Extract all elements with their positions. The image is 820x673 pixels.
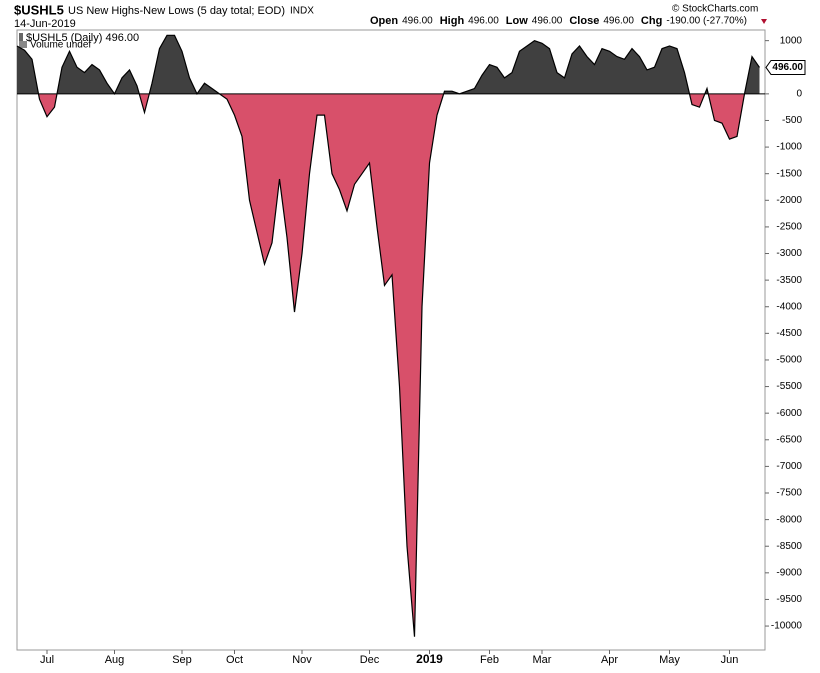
quote-value: 496.00 (468, 16, 499, 27)
quote-label: Close (569, 15, 599, 27)
y-tick-label: -1500 (776, 168, 802, 179)
date: 14-Jun-2019 (14, 18, 76, 30)
quote-label: Open (370, 15, 398, 27)
y-tick-label: -500 (782, 115, 802, 126)
quote-label: Chg (641, 15, 662, 27)
x-tick-label: Jun (721, 654, 739, 666)
down-arrow (761, 19, 767, 24)
y-tick-label: -4500 (776, 328, 802, 339)
y-tick-label: -5000 (776, 355, 802, 366)
legend-swatch (19, 33, 23, 42)
y-tick-label: -8500 (776, 541, 802, 552)
y-tick-label: -6000 (776, 408, 802, 419)
quote-value: -190.00 (-27.70%) (666, 16, 747, 27)
y-tick-label: -5500 (776, 381, 802, 392)
y-tick-label: 0 (796, 89, 802, 100)
y-tick-label: -6500 (776, 434, 802, 445)
quote-label: Low (506, 15, 528, 27)
y-tick-label: -7000 (776, 461, 802, 472)
watermark: © StockCharts.com (672, 4, 758, 15)
negative-area (17, 93, 760, 637)
quote-value: 496.00 (532, 16, 563, 27)
x-tick-label: Nov (292, 654, 312, 666)
volume-note: Volume undef (30, 40, 91, 51)
legend: $USHL5 (Daily) 496.00 (26, 32, 139, 44)
exchange: INDX (290, 6, 314, 17)
quote: Open 496.00 High 496.00 Low 496.00 Close 496.00… (370, 15, 747, 27)
y-tick-label: -1000 (776, 142, 802, 153)
x-tick-label: Feb (480, 654, 499, 666)
positive-area (17, 35, 760, 94)
x-tick-label: Mar (533, 654, 552, 666)
quote-value: 496.00 (402, 16, 433, 27)
y-tick-label: -9000 (776, 567, 802, 578)
plot-frame (16, 29, 766, 651)
y-tick-label: -4000 (776, 301, 802, 312)
series-line (16, 34, 760, 637)
x-tick-label: Apr (601, 654, 618, 666)
quote-value: 496.00 (603, 16, 634, 27)
y-tick-label: 1000 (780, 35, 803, 46)
y-tick-label: -3500 (776, 275, 802, 286)
x-tick-label: Sep (172, 654, 192, 666)
x-tick-label: 2019 (416, 652, 443, 666)
volume-icon (19, 41, 27, 48)
x-tick-label: May (659, 654, 680, 666)
last-value-label: 496.00 (772, 62, 803, 73)
x-tick-label: Aug (105, 654, 125, 666)
y-tick-label: -7500 (776, 488, 802, 499)
x-tick-label: Oct (226, 654, 243, 666)
description: US New Highs-New Lows (5 day total; EOD) (68, 5, 285, 17)
y-tick-label: -9500 (776, 594, 802, 605)
quote-label: High (440, 15, 465, 27)
last-value-box (765, 59, 806, 75)
y-tick-label: -3000 (776, 248, 802, 259)
y-tick-label: -2000 (776, 195, 802, 206)
x-tick-label: Dec (360, 654, 380, 666)
y-tick-label: -2500 (776, 222, 802, 233)
y-tick-label: -10000 (771, 621, 803, 632)
symbol: $USHL5 (14, 2, 64, 17)
x-tick-label: Jul (40, 654, 54, 666)
y-tick-label: -8000 (776, 514, 802, 525)
